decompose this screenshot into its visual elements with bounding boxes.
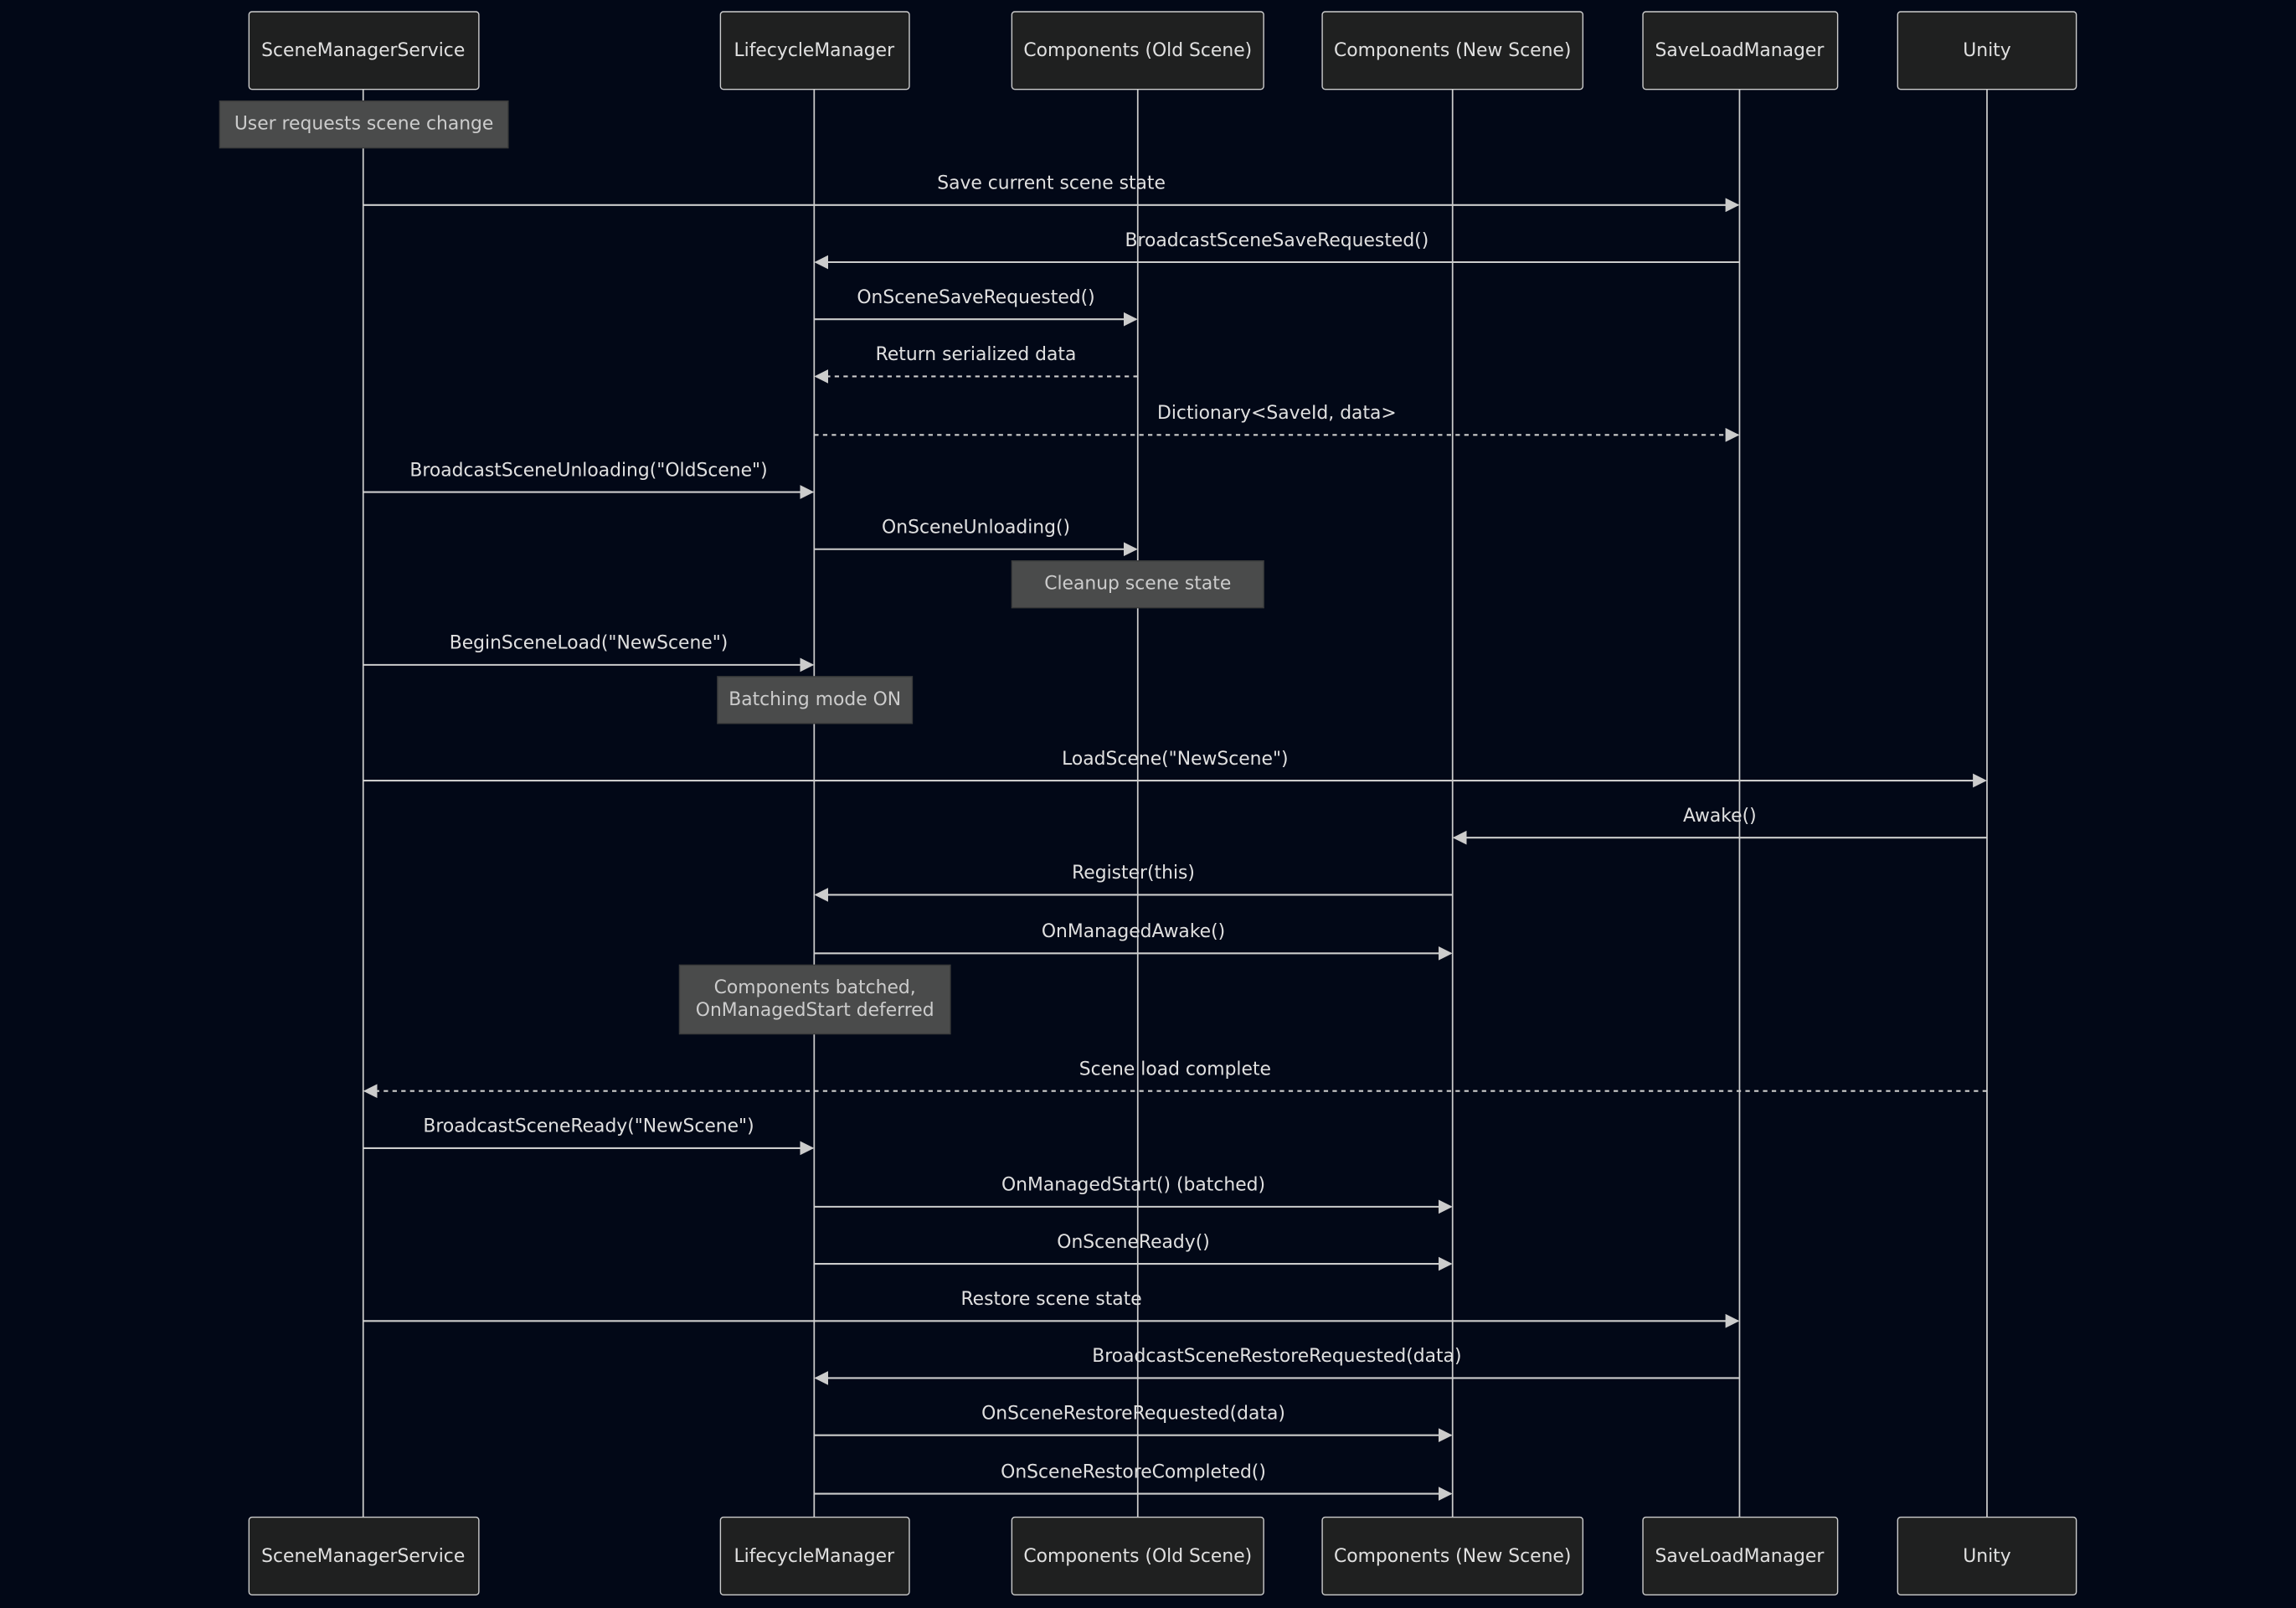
actor-box xyxy=(1011,11,1264,90)
actor-unity-bottom[interactable]: Unity xyxy=(1897,1516,2077,1595)
actor-box xyxy=(719,1516,910,1595)
message-label: BroadcastSceneReady("NewScene") xyxy=(423,1116,754,1137)
actor-box xyxy=(1011,1516,1264,1595)
actor-box xyxy=(248,11,480,90)
message-label: OnSceneRestoreRequested(data) xyxy=(981,1403,1285,1424)
actor-box xyxy=(1897,1516,2077,1595)
message: OnSceneRestoreRequested(data) xyxy=(814,1403,1453,1443)
actor-box xyxy=(1642,1516,1839,1595)
actor-label: LifecycleManager xyxy=(734,40,895,61)
actor-box xyxy=(1321,11,1584,90)
message-label: Awake() xyxy=(1683,806,1757,827)
actor-label: Components (Old Scene) xyxy=(1023,1546,1252,1567)
message-label: BroadcastSceneUnloading("OldScene") xyxy=(409,460,767,481)
message: OnManagedAwake() xyxy=(814,921,1453,961)
message-label: OnSceneReady() xyxy=(1057,1232,1210,1253)
actor-box xyxy=(1897,11,2077,90)
message-label: Register(this) xyxy=(1072,863,1195,884)
message-label: LoadScene("NewScene") xyxy=(1062,749,1288,770)
message-label: Dictionary<SaveId, data> xyxy=(1157,403,1397,424)
actor-label: Components (New Scene) xyxy=(1334,40,1571,61)
message: Scene load complete xyxy=(363,1059,1987,1099)
message: Register(this) xyxy=(814,863,1453,902)
actor-sms-bottom[interactable]: SceneManagerService xyxy=(248,1516,480,1595)
note-text: Cleanup scene state xyxy=(1044,574,1231,595)
actor-label: SceneManagerService xyxy=(261,1546,465,1567)
note-old: Cleanup scene state xyxy=(1011,560,1264,609)
message-label: BeginSceneLoad("NewScene") xyxy=(450,633,728,654)
message-label: OnSceneRestoreCompleted() xyxy=(1001,1461,1266,1482)
actor-label: Unity xyxy=(1963,40,2010,61)
note-text: OnManagedStart deferred xyxy=(696,1000,934,1021)
actor-label: Components (New Scene) xyxy=(1334,1546,1571,1567)
message-label: OnSceneSaveRequested() xyxy=(857,287,1094,308)
message: OnSceneSaveRequested() xyxy=(814,287,1138,327)
actor-new-bottom[interactable]: Components (New Scene) xyxy=(1321,1516,1584,1595)
message: Restore scene state xyxy=(363,1289,1740,1328)
message-label: Save current scene state xyxy=(937,173,1166,194)
note-box xyxy=(717,676,914,724)
message-label: BroadcastSceneRestoreRequested(data) xyxy=(1092,1346,1461,1367)
message-label: Return serialized data xyxy=(876,344,1077,365)
message: Dictionary<SaveId, data> xyxy=(814,403,1740,442)
message: LoadScene("NewScene") xyxy=(363,749,1987,788)
actor-lm-top[interactable]: LifecycleManager xyxy=(719,11,910,90)
note-text: Batching mode ON xyxy=(728,689,901,710)
actor-label: Components (Old Scene) xyxy=(1023,40,1252,61)
message: BeginSceneLoad("NewScene") xyxy=(363,633,815,673)
actor-sms-top[interactable]: SceneManagerService xyxy=(248,11,480,90)
message: BroadcastSceneSaveRequested() xyxy=(814,230,1740,270)
message: BroadcastSceneUnloading("OldScene") xyxy=(363,460,815,499)
note-text: Components batched, xyxy=(714,977,916,998)
note-text: User requests scene change xyxy=(234,114,494,135)
note-lm: Batching mode ON xyxy=(717,676,914,724)
note-box xyxy=(678,964,951,1035)
message: BroadcastSceneRestoreRequested(data) xyxy=(814,1346,1740,1385)
message: OnManagedStart() (batched) xyxy=(814,1175,1453,1214)
message: OnSceneUnloading() xyxy=(814,518,1138,557)
actor-lm-bottom[interactable]: LifecycleManager xyxy=(719,1516,910,1595)
message-label: OnManagedAwake() xyxy=(1042,921,1225,942)
note-box xyxy=(1011,560,1264,609)
note-box xyxy=(219,100,509,149)
actor-slm-bottom[interactable]: SaveLoadManager xyxy=(1642,1516,1839,1595)
actor-box xyxy=(1321,1516,1584,1595)
message-label: OnSceneUnloading() xyxy=(882,518,1070,539)
actor-old-top[interactable]: Components (Old Scene) xyxy=(1011,11,1264,90)
actor-old-bottom[interactable]: Components (Old Scene) xyxy=(1011,1516,1264,1595)
actor-box xyxy=(1642,11,1839,90)
message: OnSceneReady() xyxy=(814,1232,1453,1271)
actor-unity-top[interactable]: Unity xyxy=(1897,11,2077,90)
actor-new-top[interactable]: Components (New Scene) xyxy=(1321,11,1584,90)
actor-label: SaveLoadManager xyxy=(1655,1546,1825,1567)
note-sms: User requests scene change xyxy=(219,100,509,149)
message: Return serialized data xyxy=(814,344,1138,384)
message-label: OnManagedStart() (batched) xyxy=(1001,1175,1265,1196)
message: OnSceneRestoreCompleted() xyxy=(814,1461,1453,1501)
actor-slm-top[interactable]: SaveLoadManager xyxy=(1642,11,1839,90)
message: Awake() xyxy=(1452,806,1987,845)
actor-label: SceneManagerService xyxy=(261,40,465,61)
actor-box xyxy=(248,1516,480,1595)
message-label: Scene load complete xyxy=(1079,1059,1271,1080)
message-label: Restore scene state xyxy=(960,1289,1141,1310)
actor-label: SaveLoadManager xyxy=(1655,40,1825,61)
message: BroadcastSceneReady("NewScene") xyxy=(363,1116,815,1156)
actor-label: Unity xyxy=(1963,1546,2010,1567)
actor-box xyxy=(719,11,910,90)
message-label: BroadcastSceneSaveRequested() xyxy=(1125,230,1429,251)
note-lm: Components batched,OnManagedStart deferr… xyxy=(678,964,951,1035)
actor-label: LifecycleManager xyxy=(734,1546,895,1567)
message: Save current scene state xyxy=(363,173,1740,213)
